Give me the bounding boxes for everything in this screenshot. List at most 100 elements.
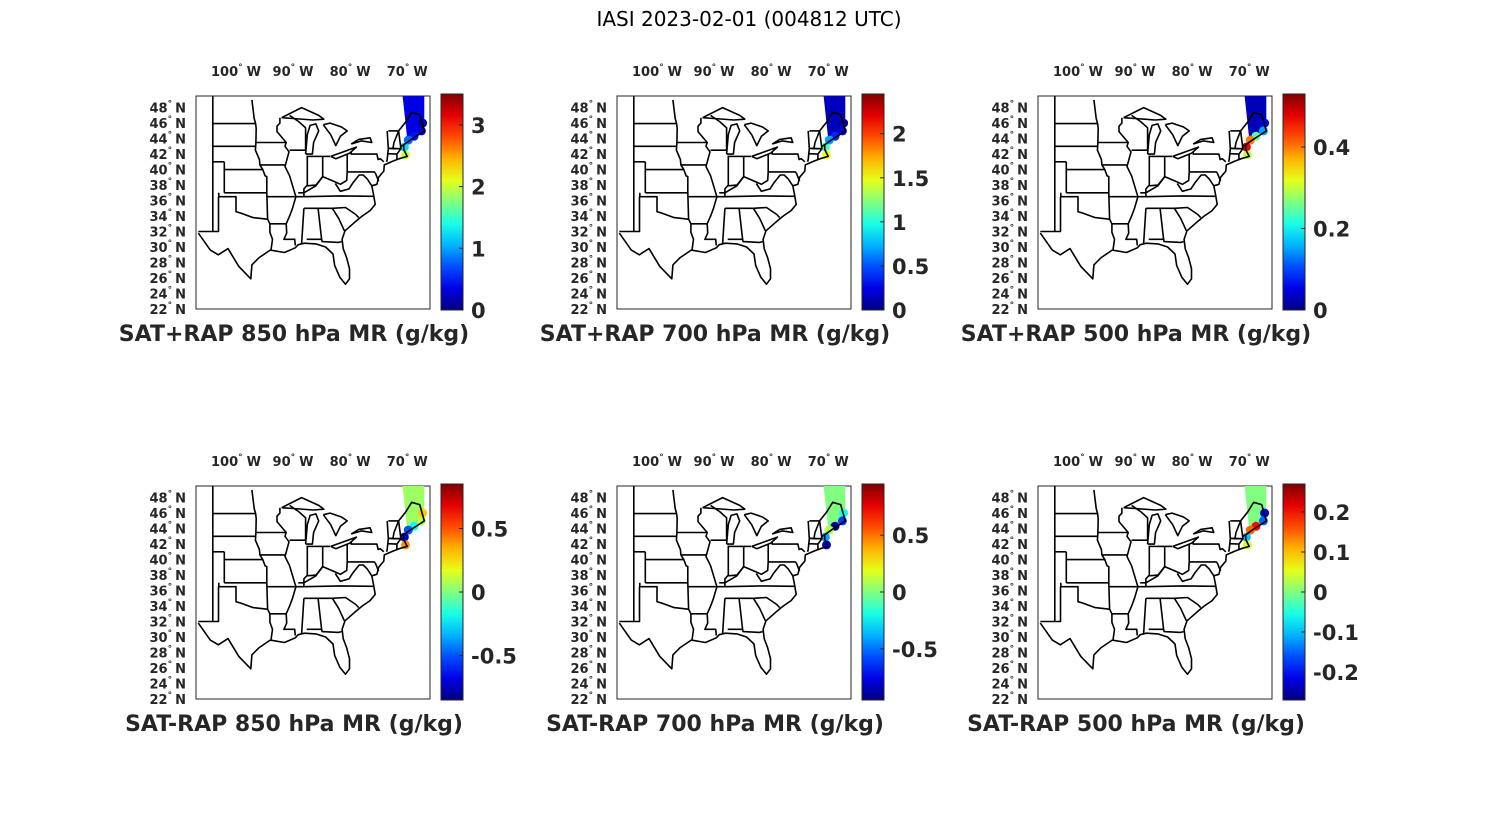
lon-tick-label: 80° W <box>751 63 792 80</box>
map-content <box>197 96 428 285</box>
state-border <box>752 597 767 622</box>
great-lake <box>743 512 769 537</box>
colorbar-tick-label: 0 <box>1313 581 1328 605</box>
state-border <box>821 534 826 538</box>
lat-tick-label: 22° N <box>571 301 607 318</box>
state-border <box>727 628 763 634</box>
state-border <box>768 171 797 174</box>
state-border <box>1159 598 1165 630</box>
lon-tick-label: 70° W <box>1229 63 1270 80</box>
lat-tick-label: 36° N <box>992 193 1028 210</box>
lon-tick-label: 100° W <box>211 453 261 470</box>
colorbar-tick-label: -0.5 <box>892 638 938 662</box>
state-border <box>721 208 726 244</box>
great-lake <box>751 146 779 160</box>
state-border <box>1173 597 1188 622</box>
colorbar-tick-label: 0.2 <box>1313 218 1350 242</box>
state-border <box>1238 520 1244 550</box>
lon-tick-label: 100° W <box>632 453 682 470</box>
lat-tick-label: 32° N <box>150 224 186 241</box>
state-border <box>1131 114 1149 151</box>
state-border <box>317 598 323 630</box>
lat-tick-label: 32° N <box>992 614 1028 631</box>
lat-tick-label: 26° N <box>150 660 186 677</box>
lat-tick-label: 34° N <box>992 598 1028 615</box>
state-border <box>1118 117 1139 246</box>
great-lake <box>304 513 320 545</box>
lat-tick-label: 48° N <box>992 490 1028 507</box>
colorbar-tick-label: 3 <box>471 114 486 138</box>
colorbar-tick-label: 1 <box>892 211 907 235</box>
state-border <box>697 117 718 246</box>
state-border <box>715 195 795 198</box>
state-border <box>727 238 763 244</box>
state-border <box>303 596 360 609</box>
lon-tick-label: 90° W <box>273 63 314 80</box>
state-border <box>1040 196 1062 233</box>
lat-tick-label: 48° N <box>992 100 1028 117</box>
state-border <box>331 207 346 232</box>
map-axes-frame <box>616 485 852 700</box>
state-border <box>350 151 385 163</box>
state-border <box>1140 544 1190 584</box>
lat-tick-label: 48° N <box>150 490 186 507</box>
map-panel-4: 100° W 90° W 80° W 70° W 48° N46° N44° N42° N40° N38°… <box>125 453 517 737</box>
colorbar <box>861 93 885 311</box>
state-border <box>817 520 823 550</box>
lon-tick-label: 80° W <box>1172 453 1213 470</box>
lat-tick-label: 38° N <box>992 567 1028 584</box>
colorbar <box>1282 93 1306 311</box>
lat-tick-label: 40° N <box>571 552 607 569</box>
lat-tick-label: 34° N <box>571 598 607 615</box>
state-border <box>1159 208 1165 240</box>
lat-tick-label: 22° N <box>150 691 186 708</box>
lat-tick-label: 46° N <box>150 505 186 522</box>
lat-tick-label: 32° N <box>571 614 607 631</box>
state-border <box>752 207 767 232</box>
lat-tick-label: 42° N <box>992 536 1028 553</box>
state-border <box>306 628 342 634</box>
state-border <box>1176 564 1215 583</box>
state-border <box>1192 541 1227 553</box>
state-border <box>331 597 346 622</box>
lat-tick-label: 36° N <box>571 193 607 210</box>
lon-tick-label: 90° W <box>1115 453 1156 470</box>
panel-title: SAT-RAP 500 hPa MR (g/kg) <box>967 712 1305 737</box>
coastline <box>197 501 426 675</box>
state-border <box>738 598 744 630</box>
map-content <box>618 96 849 285</box>
lat-tick-label: 30° N <box>571 629 607 646</box>
state-border <box>294 585 374 588</box>
state-border <box>1216 172 1222 182</box>
state-border <box>817 130 823 160</box>
lat-tick-label: 28° N <box>150 645 186 662</box>
state-border <box>795 562 801 572</box>
map-content <box>197 486 428 675</box>
state-border <box>813 130 821 149</box>
state-border <box>1142 598 1147 634</box>
colorbar-tick-label: 0.5 <box>892 524 929 548</box>
lon-tick-label: 100° W <box>211 63 261 80</box>
colorbar-tick-label: 0 <box>471 299 486 323</box>
state-border <box>1189 561 1218 564</box>
lat-tick-label: 26° N <box>992 660 1028 677</box>
lat-tick-label: 32° N <box>150 614 186 631</box>
great-lake <box>1146 123 1162 155</box>
state-border <box>1140 154 1190 194</box>
state-border <box>1093 489 1116 640</box>
state-border <box>298 154 348 194</box>
state-border <box>306 238 342 244</box>
state-border <box>821 144 826 148</box>
lat-tick-label: 22° N <box>992 691 1028 708</box>
figure-title: IASI 2023-02-01 (004812 UTC) <box>596 7 901 31</box>
state-border <box>755 174 794 193</box>
state-border <box>392 520 400 539</box>
state-border <box>350 541 385 553</box>
lat-tick-label: 38° N <box>150 567 186 584</box>
lat-tick-label: 26° N <box>150 270 186 287</box>
lat-tick-label: 28° N <box>150 255 186 272</box>
state-border <box>198 586 220 623</box>
state-border <box>619 196 641 233</box>
great-lake <box>322 122 348 147</box>
